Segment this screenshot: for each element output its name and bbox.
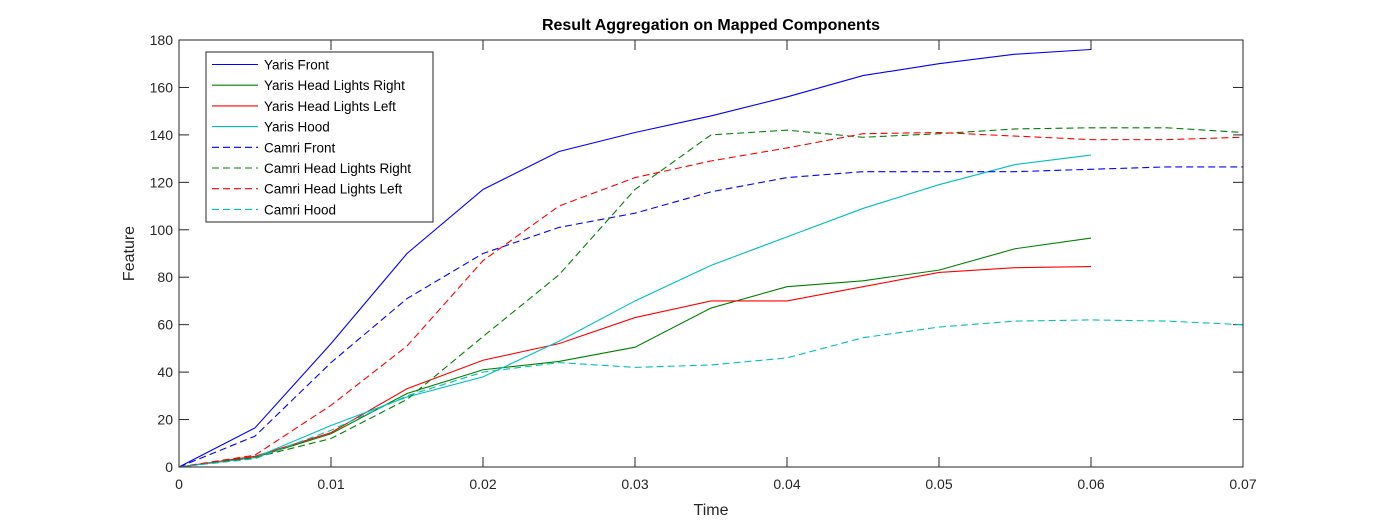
y-tick-label: 100 bbox=[150, 222, 174, 238]
series-line-4 bbox=[178, 154, 1092, 468]
x-tick-label: 0 bbox=[175, 476, 183, 492]
x-tick-label: 0.06 bbox=[1077, 476, 1104, 492]
y-tick-label: 40 bbox=[157, 364, 173, 380]
y-tick-label: 0 bbox=[165, 459, 173, 475]
plot-frame bbox=[178, 39, 1244, 468]
x-tick-label: 0.01 bbox=[317, 476, 344, 492]
chart-title: Result Aggregation on Mapped Components bbox=[542, 17, 880, 34]
legend-box bbox=[205, 51, 434, 223]
legend-label: Yaris Front bbox=[264, 58, 329, 73]
legend-label: Yaris Hood bbox=[264, 120, 330, 135]
series-line-8 bbox=[178, 319, 1244, 468]
y-tick-label: 20 bbox=[157, 412, 173, 428]
legend-label: Camri Head Lights Right bbox=[264, 161, 411, 176]
series-line-3 bbox=[178, 266, 1092, 468]
y-tick-label: 140 bbox=[150, 127, 174, 143]
y-tick-label: 180 bbox=[150, 32, 174, 48]
x-axis-label: Time bbox=[694, 502, 729, 519]
y-tick-label: 80 bbox=[157, 269, 173, 285]
series-line-7 bbox=[178, 131, 1244, 468]
x-tick-label: 0.03 bbox=[621, 476, 648, 492]
legend-label: Camri Head Lights Left bbox=[264, 182, 402, 197]
y-axis-label: Feature bbox=[121, 226, 138, 281]
x-tick-label: 0.02 bbox=[469, 476, 496, 492]
axis-ticks: 0 0.01 0.02 0.03 0.04 0.05 0.06 0.07 0 20 40 60 80 10… bbox=[150, 32, 1257, 492]
series-line-1 bbox=[178, 48, 1092, 468]
legend-label: Yaris Head Lights Left bbox=[264, 99, 396, 114]
x-tick-label: 0.04 bbox=[773, 476, 800, 492]
x-tick-label: 0.07 bbox=[1229, 476, 1256, 492]
legend-label: Camri Front bbox=[264, 140, 336, 155]
legend-label: Yaris Head Lights Right bbox=[264, 78, 405, 93]
series-line-5 bbox=[178, 166, 1243, 468]
series-lines bbox=[178, 48, 1244, 468]
x-tick-label: 0.05 bbox=[925, 476, 952, 492]
y-tick-label: 60 bbox=[157, 317, 173, 333]
series-line-6 bbox=[178, 127, 1244, 468]
y-tick-label: 160 bbox=[150, 79, 174, 95]
series-line-2 bbox=[178, 237, 1092, 468]
legend-label: Camri Hood bbox=[264, 202, 336, 217]
legend: Yaris Front Yaris Head Lights Right Yaris … bbox=[205, 51, 434, 223]
y-tick-label: 120 bbox=[150, 174, 174, 190]
